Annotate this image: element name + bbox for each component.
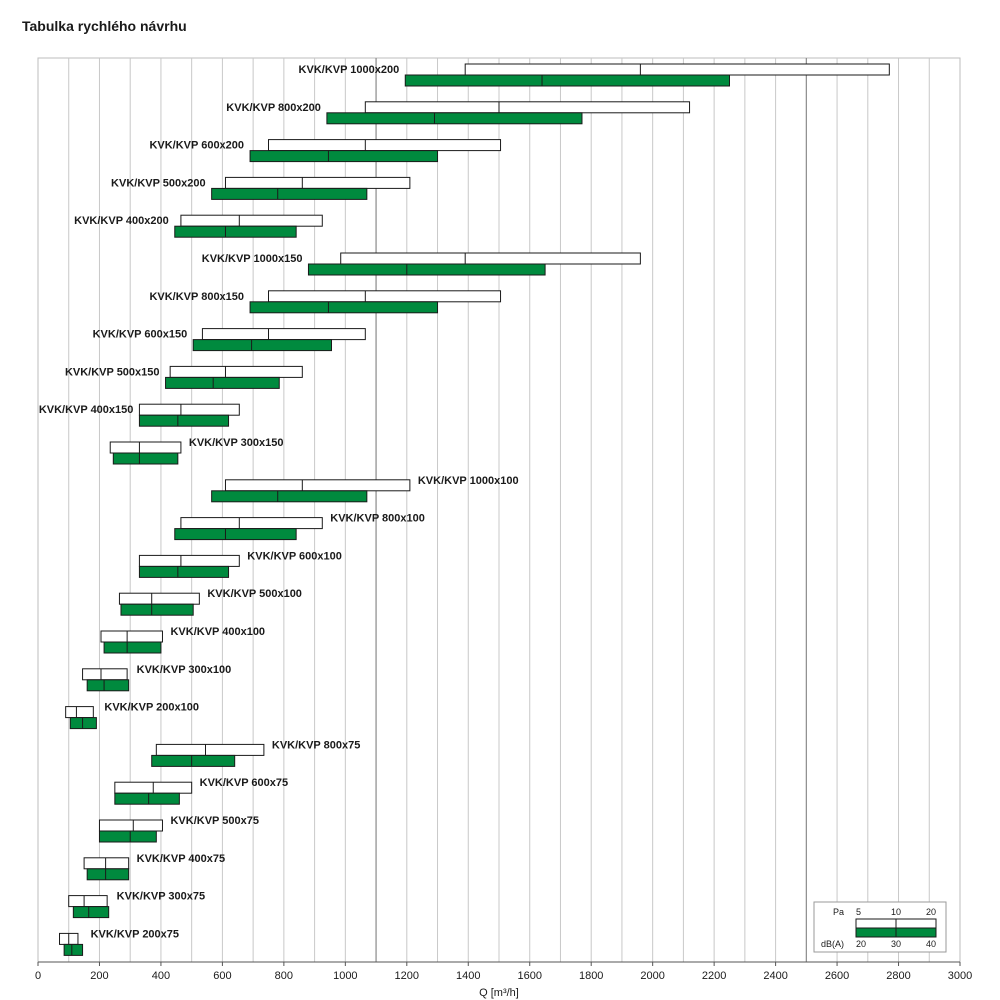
bar-label: KVK/KVP 800x150 — [149, 291, 244, 303]
bar-label: KVK/KVP 400x75 — [137, 853, 225, 865]
legend-pressure-value: 10 — [891, 907, 901, 917]
legend-noise-value: 20 — [856, 939, 866, 949]
pressure-bar — [464, 63, 890, 76]
bar-label: KVK/KVP 400x200 — [74, 215, 169, 227]
bar-label: KVK/KVP 600x150 — [93, 329, 188, 341]
noise-bar — [86, 868, 130, 881]
bar-label: KVK/KVP 800x100 — [330, 513, 425, 525]
bar-label: KVK/KVP 300x75 — [117, 891, 205, 903]
bar-label: KVK/KVP 800x200 — [226, 102, 321, 114]
bar-label: KVK/KVP 300x100 — [137, 664, 232, 676]
pressure-bar — [268, 290, 502, 303]
noise-bar — [112, 452, 179, 465]
pressure-bar — [83, 857, 130, 870]
bar-label: KVK/KVP 300x150 — [189, 437, 284, 449]
pressure-bar — [118, 592, 200, 605]
bar-label: KVK/KVP 600x75 — [200, 777, 288, 789]
bar-label: KVK/KVP 1000x150 — [202, 253, 303, 265]
noise-bar — [174, 225, 297, 238]
bar-label: KVK/KVP 200x75 — [91, 928, 179, 940]
pressure-bar — [98, 819, 163, 832]
noise-bar — [307, 263, 546, 276]
pressure-bar — [224, 479, 411, 492]
pressure-bar — [180, 517, 323, 530]
pressure-bar — [364, 101, 691, 114]
pressure-bar — [100, 630, 163, 643]
bar-label: KVK/KVP 500x75 — [170, 815, 258, 827]
pressure-bar — [201, 328, 366, 341]
noise-bar — [165, 376, 280, 389]
x-tick-label: 2600 — [825, 970, 849, 982]
x-tick-label: 200 — [90, 970, 108, 982]
bar-label: KVK/KVP 400x100 — [170, 626, 265, 638]
pressure-bar — [155, 743, 265, 756]
bar-label: KVK/KVP 500x100 — [207, 588, 302, 600]
legend-noise-value: 30 — [891, 939, 901, 949]
x-tick-label: 1200 — [395, 970, 419, 982]
legend-pressure-value: 20 — [926, 907, 936, 917]
noise-bar — [404, 74, 730, 87]
noise-bar — [138, 565, 230, 578]
noise-bar — [86, 679, 130, 692]
pressure-bar — [138, 403, 240, 416]
pressure-bar — [340, 252, 641, 265]
x-tick-label: 0 — [35, 970, 41, 982]
noise-bar — [326, 112, 583, 125]
pressure-bar — [180, 214, 323, 227]
legend-pressure-value: 5 — [856, 907, 861, 917]
x-tick-label: 2800 — [886, 970, 910, 982]
x-tick-label: 600 — [213, 970, 231, 982]
pressure-bar — [268, 139, 502, 152]
noise-bar — [249, 301, 439, 314]
noise-bar — [69, 717, 97, 730]
pressure-bar — [68, 895, 108, 908]
noise-bar — [211, 490, 368, 503]
x-tick-label: 3000 — [948, 970, 972, 982]
legend-pressure-label: Pa — [833, 907, 844, 917]
chart-title: Tabulka rychlého návrhu — [22, 18, 187, 34]
x-tick-label: 800 — [275, 970, 293, 982]
noise-bar — [192, 339, 333, 352]
legend-noise-value: 40 — [926, 939, 936, 949]
bar-label: KVK/KVP 1000x200 — [299, 64, 400, 76]
x-tick-label: 1600 — [517, 970, 541, 982]
pressure-bar — [65, 706, 94, 719]
x-tick-label: 1800 — [579, 970, 603, 982]
pressure-bar — [169, 365, 303, 378]
pressure-bar — [82, 668, 128, 681]
x-tick-label: 2400 — [763, 970, 787, 982]
noise-bar — [151, 754, 236, 767]
bar-label: KVK/KVP 800x75 — [272, 739, 360, 751]
noise-bar — [98, 830, 157, 843]
x-axis-label: Q [m³/h] — [479, 987, 519, 999]
bar-label: KVK/KVP 400x150 — [39, 404, 134, 416]
noise-bar — [114, 792, 180, 805]
bar-label: KVK/KVP 600x200 — [149, 140, 244, 152]
noise-bar — [63, 943, 84, 956]
x-tick-label: 2000 — [640, 970, 664, 982]
pressure-bar — [109, 441, 182, 454]
noise-bar — [249, 150, 439, 163]
noise-bar — [138, 414, 230, 427]
x-tick-label: 1000 — [333, 970, 357, 982]
bar-label: KVK/KVP 500x200 — [111, 177, 206, 189]
legend-noise-label: dB(A) — [821, 939, 844, 949]
noise-bar — [120, 603, 194, 616]
pressure-bar — [224, 176, 411, 189]
pressure-bar — [138, 554, 240, 567]
x-tick-label: 2200 — [702, 970, 726, 982]
noise-bar — [103, 641, 162, 654]
bar-label: KVK/KVP 200x100 — [104, 702, 199, 714]
bar-label: KVK/KVP 500x150 — [65, 366, 160, 378]
noise-bar — [174, 528, 297, 541]
bar-label: KVK/KVP 600x100 — [247, 550, 342, 562]
bar-label: KVK/KVP 1000x100 — [418, 475, 519, 487]
x-tick-label: 1400 — [456, 970, 480, 982]
x-tick-label: 400 — [152, 970, 170, 982]
noise-bar — [72, 906, 110, 919]
noise-bar — [211, 187, 368, 200]
